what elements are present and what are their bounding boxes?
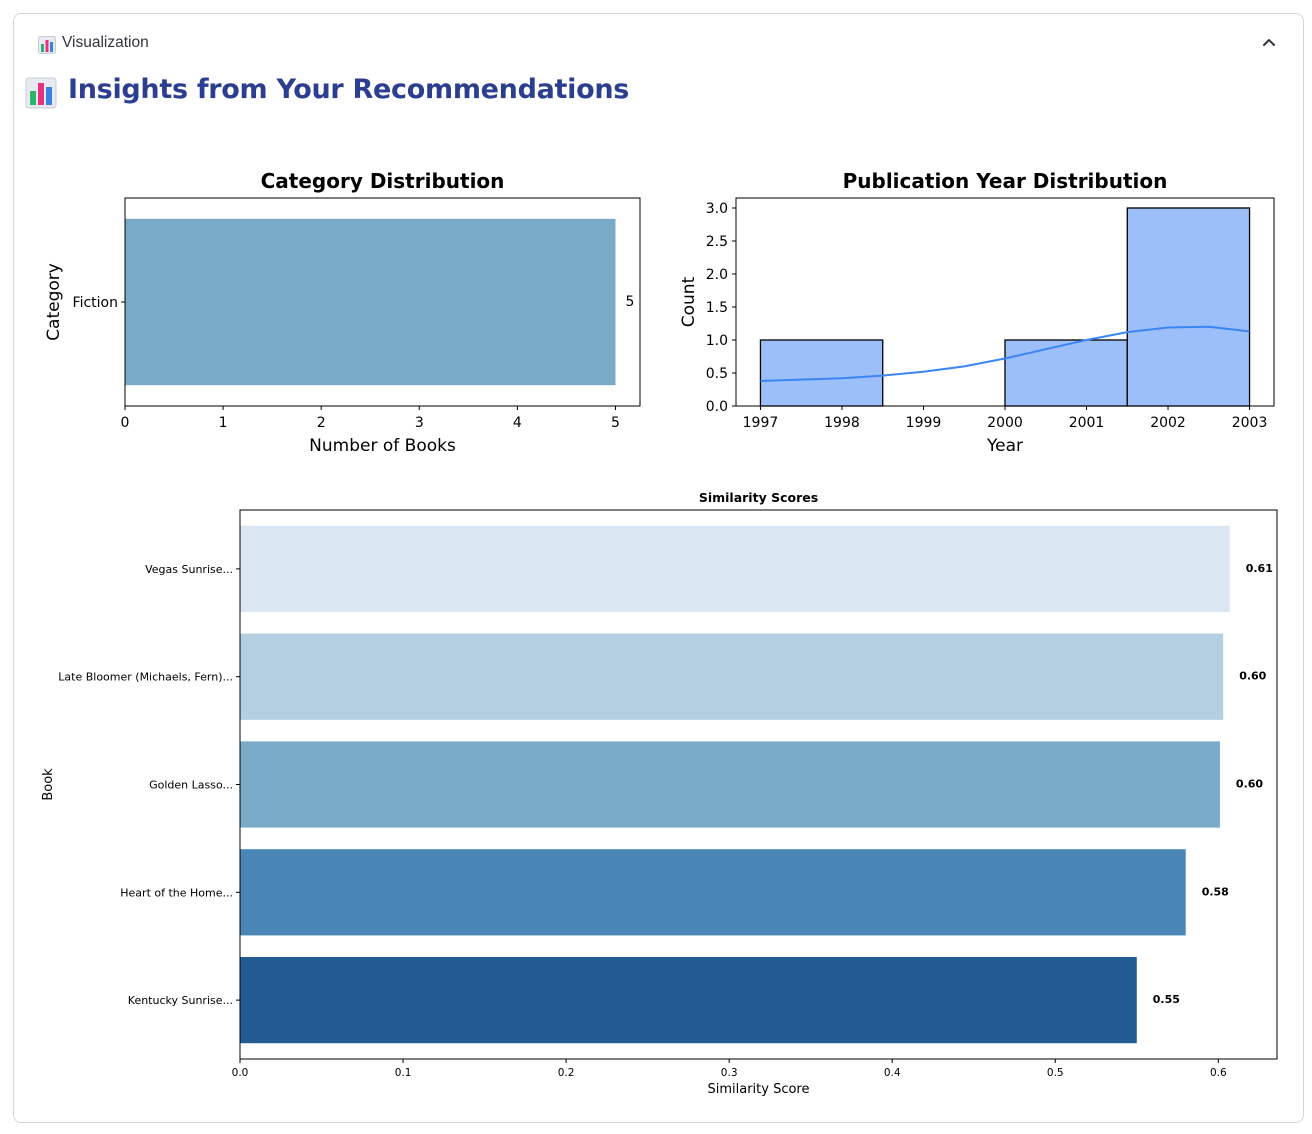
x-tick-label: 1998 <box>824 415 860 431</box>
x-tick-label: 0.2 <box>558 1067 575 1079</box>
y-tick-label: 1.0 <box>706 333 728 349</box>
y-tick-label: 2.5 <box>706 234 728 250</box>
x-tick-label: 0.4 <box>884 1067 901 1079</box>
chart-title: Category Distribution <box>261 169 505 193</box>
chart-title: Publication Year Distribution <box>843 169 1168 193</box>
y-axis-label: Category <box>44 263 64 341</box>
x-tick-label: 5 <box>611 415 620 431</box>
expander-header[interactable]: Visualization <box>14 14 1303 72</box>
x-tick-label: 0.5 <box>1047 1067 1064 1079</box>
y-tick-label: Golden Lasso... <box>149 779 233 792</box>
data-label: 0.58 <box>1202 885 1229 898</box>
data-label: 0.60 <box>1239 670 1266 683</box>
bar-chart-icon <box>25 77 57 109</box>
x-tick-label: 0.0 <box>232 1067 249 1079</box>
bar <box>240 741 1220 828</box>
x-tick-label: 2001 <box>1069 415 1105 431</box>
x-tick-label: 1 <box>219 415 228 431</box>
x-tick-label: 2002 <box>1150 415 1186 431</box>
y-tick-label: Fiction <box>73 295 118 311</box>
bar <box>240 849 1186 936</box>
bar <box>240 956 1137 1044</box>
y-tick-label: 2.0 <box>706 267 728 283</box>
x-tick-label: 0 <box>121 415 130 431</box>
y-axis-label: Book <box>41 768 56 801</box>
bar-chart-icon <box>38 36 56 54</box>
y-tick-label: Kentucky Sunrise... <box>128 994 233 1007</box>
y-tick-label: 3.0 <box>706 201 728 217</box>
y-axis-label: Count <box>679 276 699 327</box>
x-tick-label: 1997 <box>743 415 779 431</box>
bar <box>125 218 616 386</box>
y-tick-label: Heart of the Home... <box>120 886 233 899</box>
x-tick-label: 4 <box>513 415 522 431</box>
x-axis-label: Number of Books <box>309 436 456 456</box>
x-axis-label: Similarity Score <box>707 1082 809 1097</box>
page-heading: Insights from Your Recommendations <box>68 74 630 105</box>
x-tick-label: 2000 <box>987 415 1023 431</box>
plot-frame <box>124 197 641 407</box>
category-distribution-chart: Category Distribution Fiction 5 0 1 2 3 4 5 Numbe… <box>44 169 641 456</box>
histogram-bar <box>1004 339 1128 407</box>
kde-line <box>760 325 1250 382</box>
plot-frame <box>239 509 1278 1060</box>
histogram-bar <box>1126 207 1251 407</box>
similarity-scores-chart: Similarity Scores Vegas Sunrise... 0.61 Lat… <box>41 490 1278 1097</box>
x-tick-label: 0.1 <box>395 1067 412 1079</box>
x-tick-label: 3 <box>415 415 424 431</box>
data-label: 0.61 <box>1246 562 1273 575</box>
bar <box>240 525 1230 613</box>
x-tick-label: 0.3 <box>721 1067 738 1079</box>
chevron-up-icon[interactable] <box>1259 32 1279 52</box>
y-tick-label: 0.0 <box>706 399 728 415</box>
x-tick-label: 2 <box>317 415 326 431</box>
data-label: 0.55 <box>1153 993 1180 1006</box>
publication-year-chart: Publication Year Distribution 1997 1998 199… <box>679 169 1275 456</box>
bar <box>240 633 1224 720</box>
y-tick-label: Vegas Sunrise... <box>145 563 233 576</box>
expander-label: Visualization <box>62 34 149 51</box>
x-tick-label: 0.6 <box>1210 1067 1227 1079</box>
chart-title: Similarity Scores <box>699 490 818 505</box>
data-label: 0.60 <box>1236 778 1263 791</box>
y-tick-label: Late Bloomer (Michaels, Fern)... <box>58 671 233 684</box>
y-tick-label: 0.5 <box>706 366 728 382</box>
x-axis-label: Year <box>986 436 1023 456</box>
x-tick-label: 2003 <box>1232 415 1268 431</box>
data-label: 5 <box>625 294 634 310</box>
y-tick-label: 1.5 <box>706 300 728 316</box>
histogram-bar <box>759 339 884 407</box>
x-tick-label: 1999 <box>906 415 942 431</box>
